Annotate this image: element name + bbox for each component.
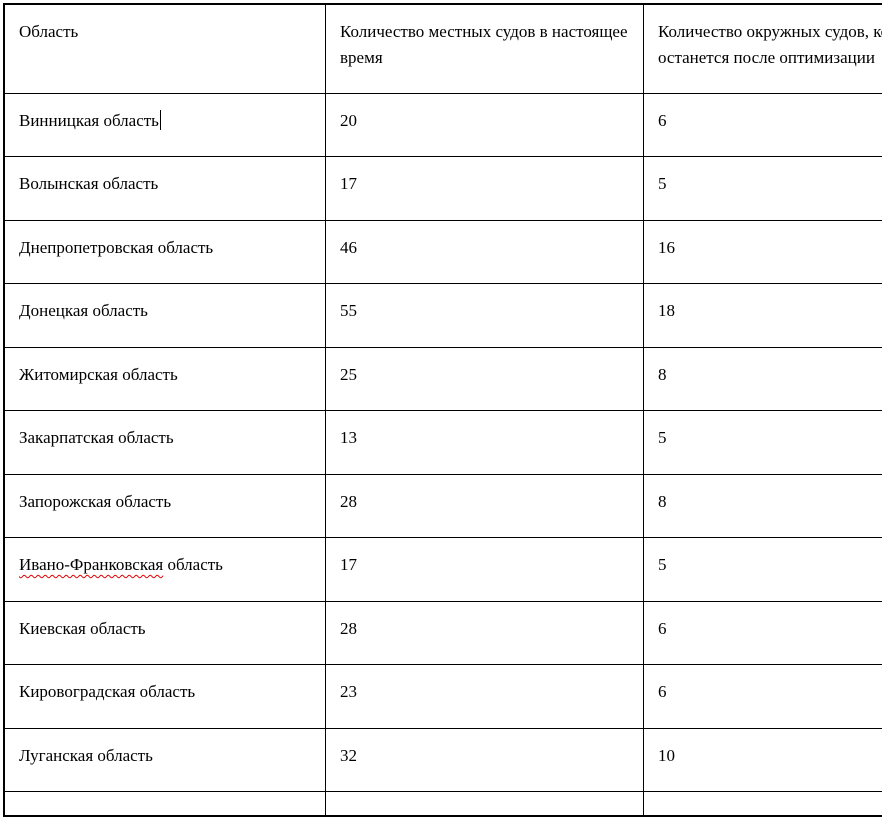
document-page: Область Количество местных судов в насто… <box>0 3 882 799</box>
region-cell[interactable]: Винницкая область <box>4 93 326 157</box>
region-cell[interactable]: Киевская область <box>4 601 326 665</box>
district-courts-count-cell[interactable]: 6 <box>644 665 882 729</box>
local-courts-count-cell[interactable]: 55 <box>326 284 644 348</box>
empty-cell[interactable] <box>644 792 882 816</box>
region-cell[interactable]: Донецкая область <box>4 284 326 348</box>
courts-table: Область Количество местных судов в насто… <box>3 3 882 817</box>
region-cell[interactable]: Луганская область <box>4 728 326 792</box>
column-header-local-courts[interactable]: Количество местных судов в настоящее вре… <box>326 4 644 93</box>
region-cell[interactable]: Кировоградская область <box>4 665 326 729</box>
local-courts-count-cell[interactable]: 28 <box>326 601 644 665</box>
region-cell[interactable]: Ивано-Франковская область <box>4 538 326 602</box>
district-courts-count-cell[interactable]: 8 <box>644 474 882 538</box>
table-head: Область Количество местных судов в насто… <box>4 4 882 93</box>
misspelled-text: Ивано-Франковская <box>19 555 163 574</box>
table-header-row: Область Количество местных судов в насто… <box>4 4 882 93</box>
district-courts-count-cell[interactable]: 10 <box>644 728 882 792</box>
district-courts-count-cell[interactable]: 18 <box>644 284 882 348</box>
region-cell[interactable]: Закарпатская область <box>4 411 326 475</box>
region-cell[interactable]: Волынская область <box>4 157 326 221</box>
empty-cell[interactable] <box>4 792 326 816</box>
region-cell[interactable]: Запорожская область <box>4 474 326 538</box>
district-courts-count-cell[interactable]: 6 <box>644 93 882 157</box>
region-cell[interactable]: Днепропетровская область <box>4 220 326 284</box>
local-courts-count-cell[interactable]: 13 <box>326 411 644 475</box>
local-courts-count-cell[interactable]: 46 <box>326 220 644 284</box>
column-header-district-courts[interactable]: Количество окружных судов, которое остан… <box>644 4 882 93</box>
empty-cell[interactable] <box>326 792 644 816</box>
local-courts-count-cell[interactable]: 28 <box>326 474 644 538</box>
district-courts-count-cell[interactable]: 6 <box>644 601 882 665</box>
local-courts-count-cell[interactable]: 20 <box>326 93 644 157</box>
district-courts-count-cell[interactable]: 5 <box>644 411 882 475</box>
district-courts-count-cell[interactable]: 5 <box>644 157 882 221</box>
district-courts-count-cell[interactable]: 8 <box>644 347 882 411</box>
local-courts-count-cell[interactable]: 25 <box>326 347 644 411</box>
local-courts-count-cell[interactable]: 17 <box>326 157 644 221</box>
table-row-partial <box>4 792 882 816</box>
district-courts-count-cell[interactable]: 16 <box>644 220 882 284</box>
region-cell[interactable]: Житомирская область <box>4 347 326 411</box>
text-cursor <box>160 110 162 130</box>
local-courts-count-cell[interactable]: 23 <box>326 665 644 729</box>
column-header-region[interactable]: Область <box>4 4 326 93</box>
local-courts-count-cell[interactable]: 32 <box>326 728 644 792</box>
local-courts-count-cell[interactable]: 17 <box>326 538 644 602</box>
district-courts-count-cell[interactable]: 5 <box>644 538 882 602</box>
